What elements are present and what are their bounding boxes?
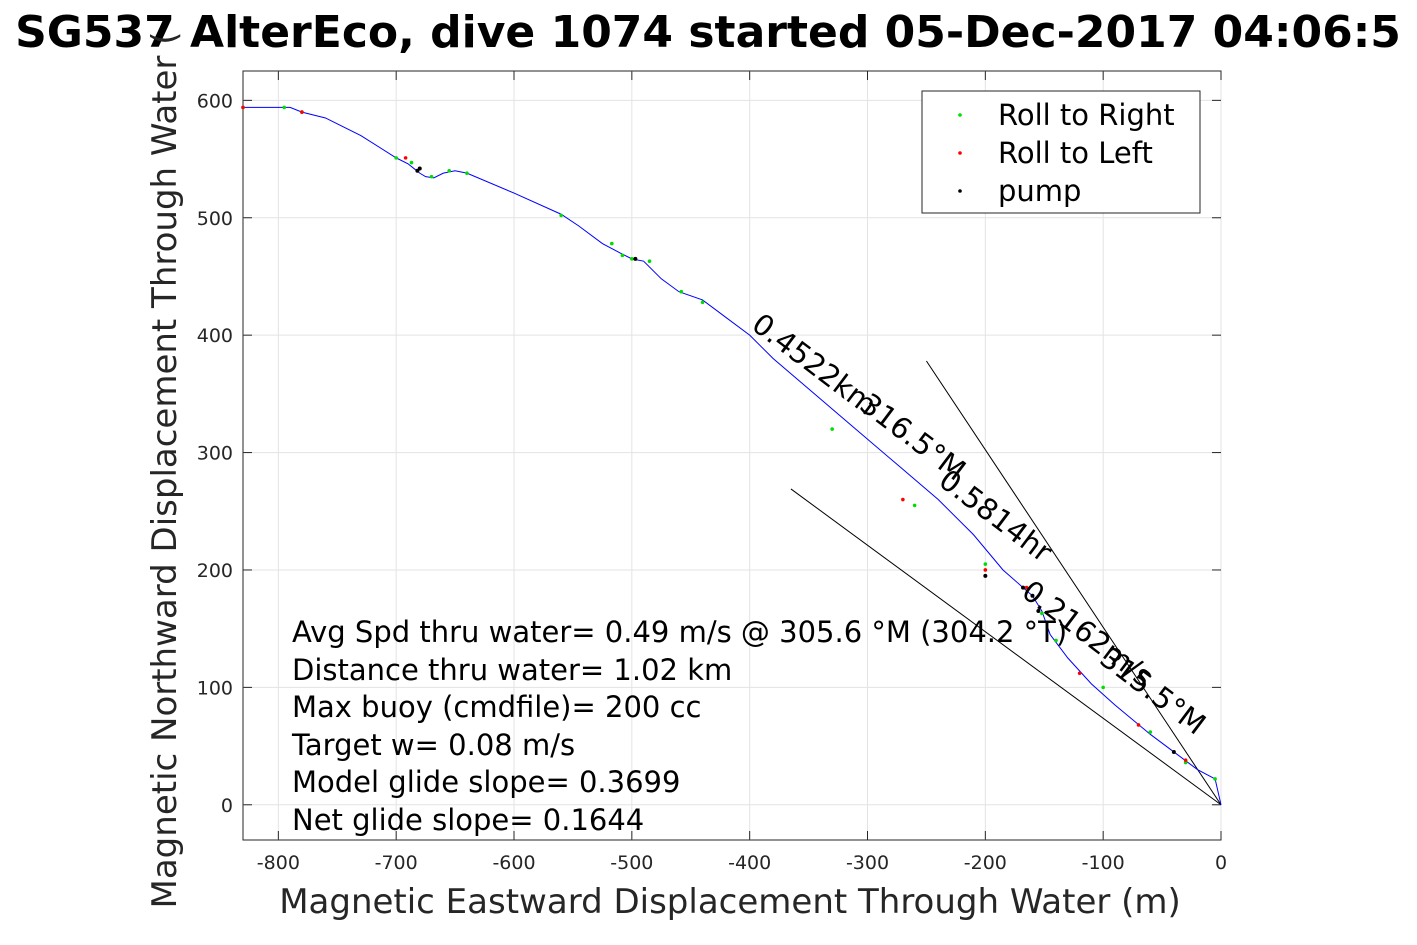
- roll-right-marker: [409, 160, 414, 165]
- pump-marker: [983, 573, 988, 578]
- x-tick-label: -200: [964, 852, 1007, 874]
- roll-right-marker: [282, 105, 287, 110]
- y-tick-label: 400: [197, 325, 233, 347]
- roll-right-marker: [912, 503, 917, 508]
- roll-right-marker: [679, 289, 684, 294]
- distance-text: Distance thru water= 1.02 km: [292, 653, 732, 687]
- roll-right-marker: [620, 253, 625, 258]
- y-tick-label: 0: [221, 795, 233, 817]
- legend: Roll to Right Roll to Left pump: [921, 90, 1201, 214]
- y-tick-label: 500: [197, 208, 233, 230]
- y-tick-label: 200: [197, 560, 233, 582]
- pump-marker: [415, 168, 420, 173]
- chart-title: SG537 AlterEco, dive 1074 started 05-Dec…: [15, 7, 1401, 58]
- max-buoy-text: Max buoy (cmdfile)= 200 cc: [292, 690, 701, 724]
- target-w-text: Target w= 0.08 m/s: [291, 728, 575, 762]
- pump-marker: [1171, 749, 1176, 754]
- x-tick-label: -100: [1082, 852, 1125, 874]
- roll-left-marker: [1136, 723, 1141, 727]
- roll-left-marker: [403, 156, 408, 160]
- x-tick-label: 0: [1215, 852, 1227, 874]
- y-axis-label: Magnetic Northward Displacement Through …: [145, 32, 185, 909]
- roll-right-marker: [1213, 777, 1217, 781]
- roll-left-marker: [901, 497, 905, 502]
- pump-marker: [1036, 609, 1041, 614]
- legend-box: [921, 90, 1201, 214]
- avg-speed-text: Avg Spd thru water= 0.49 m/s @ 305.6 °M …: [292, 615, 1067, 649]
- net-glide-slope-text: Net glide slope= 0.1644: [292, 803, 644, 837]
- roll-right-marker: [1054, 638, 1058, 643]
- roll-left-marker: [983, 568, 988, 572]
- roll-right-marker: [1101, 685, 1105, 690]
- pump-marker: [1030, 593, 1035, 598]
- roll-left-marker: [241, 105, 245, 110]
- roll-left-marker: [300, 110, 304, 114]
- y-tick-label: 100: [197, 677, 233, 699]
- roll-right-marker: [1040, 611, 1044, 616]
- heading-lines: [790, 360, 1222, 806]
- x-tick-labels: -800 -700 -600 -500 -400 -300 -200 -100 0: [257, 852, 1227, 874]
- model-glide-slope-text: Model glide slope= 0.3699: [292, 765, 680, 799]
- roll-right-marker: [830, 427, 834, 431]
- x-tick-label: -300: [846, 852, 889, 874]
- roll-right-marker: [1148, 730, 1153, 734]
- roll-right-marker: [559, 213, 563, 218]
- axis-ticks: [243, 71, 1222, 840]
- heading-line: [790, 488, 1222, 806]
- dive-track-line: [243, 106, 1222, 805]
- y-tick-label: 600: [197, 90, 233, 112]
- y-tick-label: 300: [197, 443, 233, 465]
- roll-right-marker: [394, 156, 398, 160]
- roll-right-marker: [447, 168, 452, 173]
- legend-marker-pump: [958, 189, 962, 193]
- legend-marker-roll-right: [958, 113, 962, 117]
- legend-marker-roll-left: [958, 151, 962, 155]
- x-tick-label: -400: [728, 852, 771, 874]
- roll-left-marker: [1183, 758, 1188, 762]
- dive-statistics: Avg Spd thru water= 0.49 m/s @ 305.6 °M …: [291, 615, 1067, 837]
- roll-right-marker: [983, 562, 988, 566]
- x-tick-label: -800: [257, 852, 300, 874]
- roll-right-marker: [465, 171, 469, 175]
- x-axis-label: Magnetic Eastward Displacement Through W…: [279, 882, 1181, 922]
- x-tick-label: -500: [610, 852, 653, 874]
- roll-right-marker: [610, 241, 614, 246]
- grid-lines: [243, 71, 1222, 840]
- roll-pump-markers: [241, 105, 1217, 781]
- legend-label-roll-right: Roll to Right: [998, 98, 1175, 132]
- roll-left-marker: [1024, 585, 1029, 590]
- pump-marker: [1021, 585, 1026, 590]
- y-tick-labels: 0 100 200 300 400 500 600: [197, 90, 233, 816]
- x-tick-label: -600: [492, 852, 535, 874]
- legend-label-roll-left: Roll to Left: [998, 136, 1153, 170]
- legend-label-pump: pump: [998, 174, 1081, 208]
- roll-left-marker: [1077, 671, 1082, 676]
- roll-right-marker: [630, 257, 634, 261]
- x-tick-label: -700: [375, 852, 418, 874]
- roll-right-marker: [429, 174, 434, 179]
- pump-marker: [633, 256, 638, 261]
- roll-right-marker: [700, 300, 705, 305]
- roll-right-marker: [647, 259, 652, 263]
- heading-line: [926, 360, 1222, 806]
